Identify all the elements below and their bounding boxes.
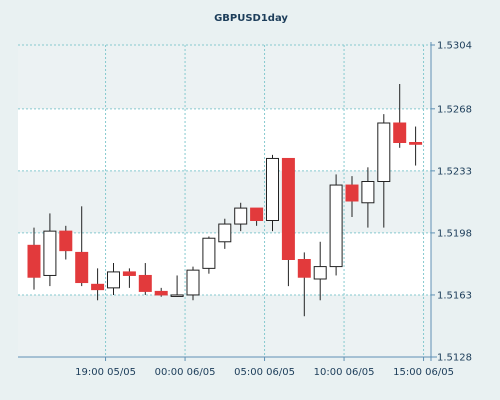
candle bbox=[91, 268, 105, 301]
candle bbox=[250, 207, 264, 226]
candle bbox=[170, 275, 184, 297]
candle bbox=[27, 227, 41, 290]
candle-body bbox=[329, 184, 343, 268]
candle bbox=[234, 202, 248, 232]
x-tick-label: 00:00 06/05 bbox=[155, 367, 216, 378]
candle-body bbox=[393, 122, 407, 143]
candle bbox=[202, 236, 216, 274]
candle bbox=[377, 114, 391, 228]
y-tick-labels: 1.5304 1.5268 1.5233 1.5198 1.5163 1.5128 bbox=[437, 41, 472, 364]
y-tick-label: 1.5198 bbox=[437, 228, 472, 239]
plot-band bbox=[18, 108, 431, 171]
candles bbox=[27, 84, 423, 317]
candle-body bbox=[218, 223, 232, 243]
candle bbox=[107, 263, 120, 295]
candle bbox=[43, 213, 57, 287]
candle-body bbox=[91, 283, 105, 291]
plot-band bbox=[18, 294, 431, 357]
axes bbox=[18, 42, 437, 361]
candle-body bbox=[59, 230, 73, 252]
candle-body bbox=[202, 237, 216, 269]
candle bbox=[122, 268, 136, 288]
candle bbox=[297, 252, 311, 317]
candle-body bbox=[345, 184, 359, 202]
candle-body bbox=[170, 294, 184, 297]
candle bbox=[75, 206, 89, 287]
candle-body bbox=[250, 207, 264, 222]
candle bbox=[186, 266, 200, 301]
candle bbox=[59, 225, 73, 260]
candle bbox=[329, 174, 343, 276]
x-tick-label: 05:00 06/05 bbox=[234, 367, 295, 378]
x-tick-label: 15:00 06/05 bbox=[393, 367, 454, 378]
candle bbox=[345, 176, 359, 217]
y-tick-label: 1.5233 bbox=[437, 166, 472, 177]
candle-body bbox=[154, 290, 168, 296]
candle-body bbox=[313, 266, 327, 280]
candle bbox=[313, 241, 327, 301]
candle-body bbox=[43, 230, 57, 276]
candle-body bbox=[234, 207, 248, 225]
plot-band bbox=[18, 45, 431, 109]
candle-body bbox=[75, 251, 89, 284]
candle bbox=[393, 84, 407, 148]
candle-body bbox=[281, 157, 295, 260]
chart-title: GBPUSD1day bbox=[214, 13, 288, 24]
candle bbox=[218, 218, 232, 249]
candle-body bbox=[186, 269, 200, 296]
candle bbox=[266, 154, 279, 232]
y-tick-label: 1.5128 bbox=[437, 353, 472, 364]
candle-body bbox=[27, 244, 41, 278]
y-tick-label: 1.5304 bbox=[437, 41, 472, 52]
candle-body bbox=[361, 181, 375, 204]
x-tick-labels: 19:00 05/05 00:00 06/05 05:00 06/05 10:00 0… bbox=[75, 367, 454, 378]
candle-body bbox=[107, 271, 120, 289]
candle bbox=[361, 167, 375, 228]
candle bbox=[154, 287, 168, 297]
candle-body bbox=[122, 271, 136, 276]
candle-body bbox=[297, 259, 311, 278]
x-tick-label: 10:00 06/05 bbox=[314, 367, 375, 378]
candle bbox=[281, 157, 295, 287]
candle-body bbox=[377, 122, 391, 182]
candle-body bbox=[409, 142, 423, 145]
x-tick-label: 19:00 05/05 bbox=[75, 367, 136, 378]
candle-body bbox=[266, 157, 279, 221]
candle bbox=[409, 126, 423, 166]
y-tick-label: 1.5163 bbox=[437, 290, 472, 301]
candle bbox=[138, 263, 152, 295]
candle-body bbox=[138, 274, 152, 292]
y-tick-label: 1.5268 bbox=[437, 104, 472, 115]
